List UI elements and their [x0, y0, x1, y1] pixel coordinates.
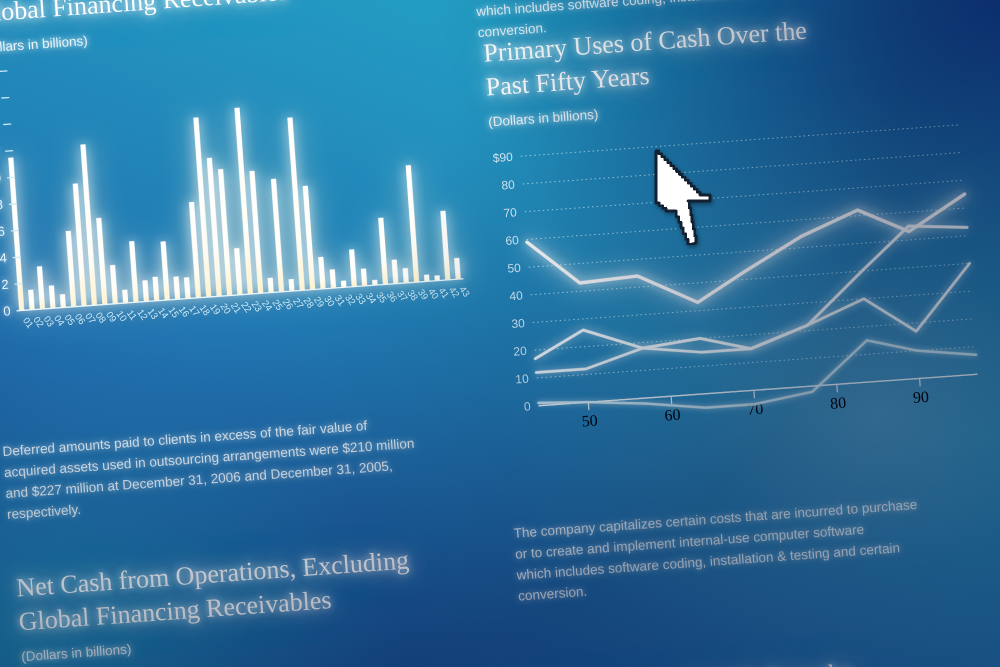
svg-text:90: 90: [912, 389, 929, 407]
svg-text:$90: $90: [492, 150, 513, 165]
svg-text:60: 60: [664, 407, 681, 425]
svg-text:80: 80: [501, 178, 516, 193]
svg-text:40: 40: [509, 288, 524, 303]
svg-text:80: 80: [830, 395, 847, 413]
svg-text:10: 10: [515, 372, 530, 387]
svg-text:50: 50: [507, 261, 522, 276]
svg-text:20: 20: [513, 344, 528, 359]
svg-text:30: 30: [511, 316, 526, 331]
svg-text:60: 60: [505, 233, 520, 248]
svg-text:50: 50: [581, 413, 598, 431]
svg-text:0: 0: [524, 399, 532, 413]
svg-text:70: 70: [503, 205, 518, 220]
